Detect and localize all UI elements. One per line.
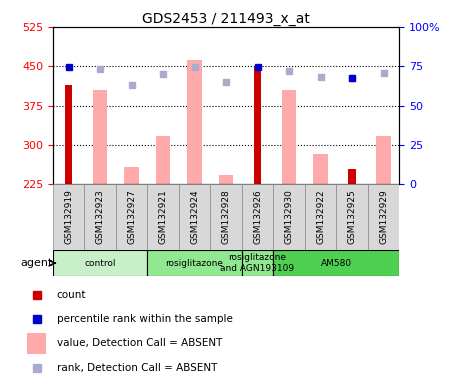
Bar bbox=[313, 154, 328, 184]
Text: GSM132924: GSM132924 bbox=[190, 190, 199, 244]
Text: count: count bbox=[57, 290, 86, 300]
Title: GDS2453 / 211493_x_at: GDS2453 / 211493_x_at bbox=[142, 12, 310, 26]
Bar bbox=[348, 169, 356, 184]
Bar bbox=[53, 184, 84, 250]
Bar bbox=[147, 250, 242, 276]
Text: GSM132928: GSM132928 bbox=[222, 190, 230, 244]
Bar bbox=[156, 136, 170, 184]
Bar bbox=[273, 184, 305, 250]
Bar bbox=[116, 184, 147, 250]
Text: AM580: AM580 bbox=[321, 258, 352, 268]
Bar bbox=[254, 66, 262, 184]
Text: GSM132923: GSM132923 bbox=[95, 190, 105, 244]
Bar bbox=[124, 167, 139, 184]
Text: control: control bbox=[84, 258, 116, 268]
Text: value, Detection Call = ABSENT: value, Detection Call = ABSENT bbox=[57, 338, 222, 348]
Bar bbox=[242, 184, 273, 250]
Text: GSM132926: GSM132926 bbox=[253, 190, 262, 244]
Bar bbox=[210, 184, 242, 250]
Text: percentile rank within the sample: percentile rank within the sample bbox=[57, 314, 233, 324]
Text: GSM132929: GSM132929 bbox=[379, 190, 388, 244]
Text: rosiglitazone
and AGN193109: rosiglitazone and AGN193109 bbox=[220, 253, 295, 273]
Bar bbox=[219, 175, 233, 184]
Bar bbox=[147, 184, 179, 250]
Text: GSM132925: GSM132925 bbox=[347, 190, 357, 244]
Text: GSM132921: GSM132921 bbox=[158, 190, 168, 244]
Bar bbox=[282, 90, 296, 184]
Bar bbox=[336, 184, 368, 250]
Bar bbox=[179, 184, 210, 250]
Text: GSM132930: GSM132930 bbox=[285, 190, 294, 245]
Bar bbox=[93, 90, 107, 184]
Bar bbox=[27, 333, 46, 354]
Bar bbox=[187, 60, 202, 184]
Text: GSM132927: GSM132927 bbox=[127, 190, 136, 244]
Text: GSM132919: GSM132919 bbox=[64, 190, 73, 245]
Bar bbox=[368, 184, 399, 250]
Bar bbox=[376, 136, 391, 184]
Bar bbox=[84, 184, 116, 250]
Bar bbox=[305, 184, 336, 250]
Bar bbox=[65, 84, 73, 184]
Bar bbox=[273, 250, 399, 276]
Text: GSM132922: GSM132922 bbox=[316, 190, 325, 244]
Bar bbox=[53, 250, 147, 276]
Text: rank, Detection Call = ABSENT: rank, Detection Call = ABSENT bbox=[57, 362, 217, 372]
Bar bbox=[242, 250, 273, 276]
Text: rosiglitazone: rosiglitazone bbox=[166, 258, 224, 268]
Text: agent: agent bbox=[20, 258, 53, 268]
